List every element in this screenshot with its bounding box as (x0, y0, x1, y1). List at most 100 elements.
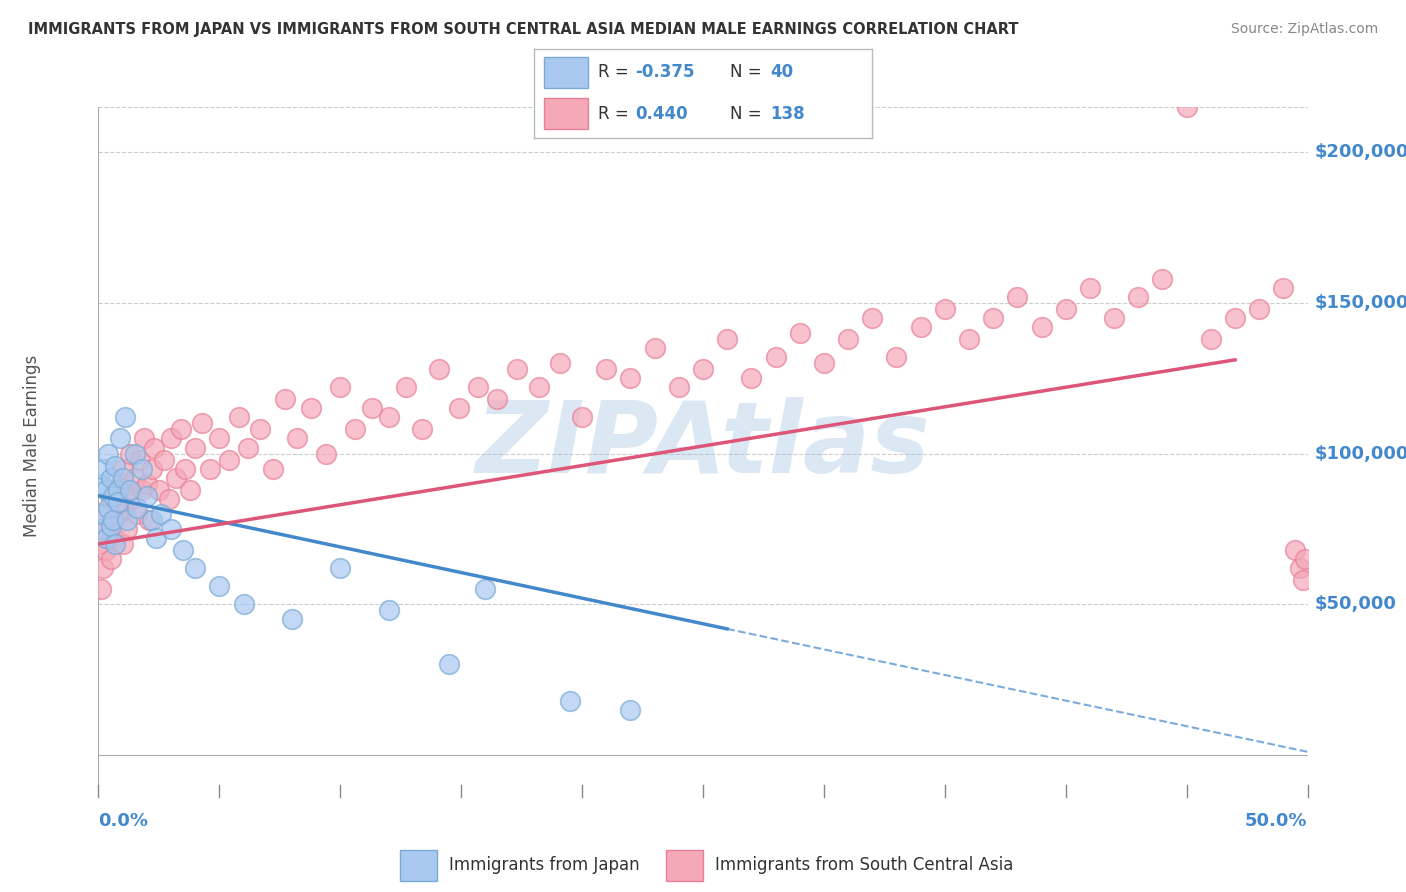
Point (90, 582, 112, 596)
Point (1031, 320, 1053, 334)
Point (184, 561, 207, 575)
Point (765, 350, 787, 364)
Point (145, 531, 167, 545)
Point (1292, 573, 1315, 587)
Point (1289, 561, 1312, 575)
Text: 138: 138 (770, 105, 806, 123)
Point (315, 446, 337, 460)
Point (837, 332, 859, 346)
Point (1272, 281, 1295, 295)
Point (97, 446, 120, 460)
Point (148, 483, 170, 497)
Point (138, 513, 160, 527)
Point (124, 470, 146, 484)
Bar (544, 57, 588, 88)
Point (94, 522, 117, 536)
Point (157, 491, 180, 506)
Point (131, 483, 153, 497)
Point (104, 537, 127, 551)
Point (143, 441, 166, 455)
Point (94, 543, 117, 558)
Text: 50.0%: 50.0% (1246, 812, 1308, 830)
Point (1223, 310, 1246, 325)
Point (208, 432, 231, 446)
Point (101, 489, 124, 503)
Point (789, 326, 811, 340)
Point (114, 500, 136, 515)
Point (198, 461, 221, 475)
Text: Immigrants from South Central Asia: Immigrants from South Central Asia (716, 856, 1014, 874)
Point (285, 432, 308, 446)
Point (1249, 301, 1271, 316)
Point (486, 392, 509, 407)
Point (100, 491, 122, 506)
Point (981, 310, 1004, 325)
Point (94, 531, 117, 545)
Point (343, 422, 366, 436)
Point (238, 441, 260, 455)
Point (1175, 100, 1198, 114)
Point (91, 507, 114, 521)
Point (90, 476, 112, 491)
Point (1294, 552, 1316, 566)
Point (160, 432, 183, 446)
Text: IMMIGRANTS FROM JAPAN VS IMMIGRANTS FROM SOUTH CENTRAL ASIA MEDIAN MALE EARNINGS: IMMIGRANTS FROM JAPAN VS IMMIGRANTS FROM… (28, 22, 1018, 37)
Point (232, 597, 254, 611)
Point (934, 301, 956, 316)
Text: N =: N = (730, 63, 766, 81)
Point (179, 483, 201, 497)
Text: $150,000: $150,000 (1315, 293, 1406, 312)
Point (128, 452, 150, 467)
Point (90, 537, 112, 551)
Point (1102, 310, 1125, 325)
Point (117, 522, 139, 536)
Text: R =: R = (599, 105, 634, 123)
Point (114, 410, 136, 425)
Point (527, 380, 550, 394)
Text: -0.375: -0.375 (636, 63, 695, 81)
Text: $200,000: $200,000 (1315, 144, 1406, 161)
Text: $50,000: $50,000 (1315, 595, 1396, 613)
Point (100, 470, 122, 484)
Point (97, 500, 120, 515)
Point (118, 483, 141, 497)
Bar (399, 849, 437, 881)
Point (131, 461, 153, 475)
Point (218, 452, 240, 467)
Point (1007, 290, 1029, 304)
Text: ZIPAtlas: ZIPAtlas (475, 398, 931, 494)
Point (619, 703, 641, 717)
Point (1152, 272, 1174, 286)
Point (117, 513, 139, 527)
Point (571, 410, 593, 425)
Point (104, 483, 127, 497)
Point (101, 513, 124, 527)
Point (1054, 301, 1077, 316)
Point (124, 446, 146, 460)
Point (100, 552, 122, 566)
Point (860, 310, 883, 325)
Point (150, 507, 173, 521)
Point (377, 603, 399, 617)
Point (104, 458, 127, 473)
Point (249, 422, 271, 436)
Point (100, 519, 122, 533)
Point (619, 371, 641, 385)
Point (101, 513, 124, 527)
Text: N =: N = (730, 105, 766, 123)
Point (411, 422, 433, 436)
Point (111, 470, 134, 484)
Point (121, 491, 143, 506)
Point (281, 612, 304, 626)
Text: 40: 40 (770, 63, 793, 81)
Point (108, 432, 131, 446)
Point (134, 432, 156, 446)
Point (169, 422, 191, 436)
Point (429, 362, 451, 376)
Point (117, 483, 139, 497)
Point (299, 401, 322, 416)
Point (377, 410, 399, 425)
Point (208, 579, 231, 593)
Point (360, 401, 382, 416)
Point (910, 320, 932, 334)
